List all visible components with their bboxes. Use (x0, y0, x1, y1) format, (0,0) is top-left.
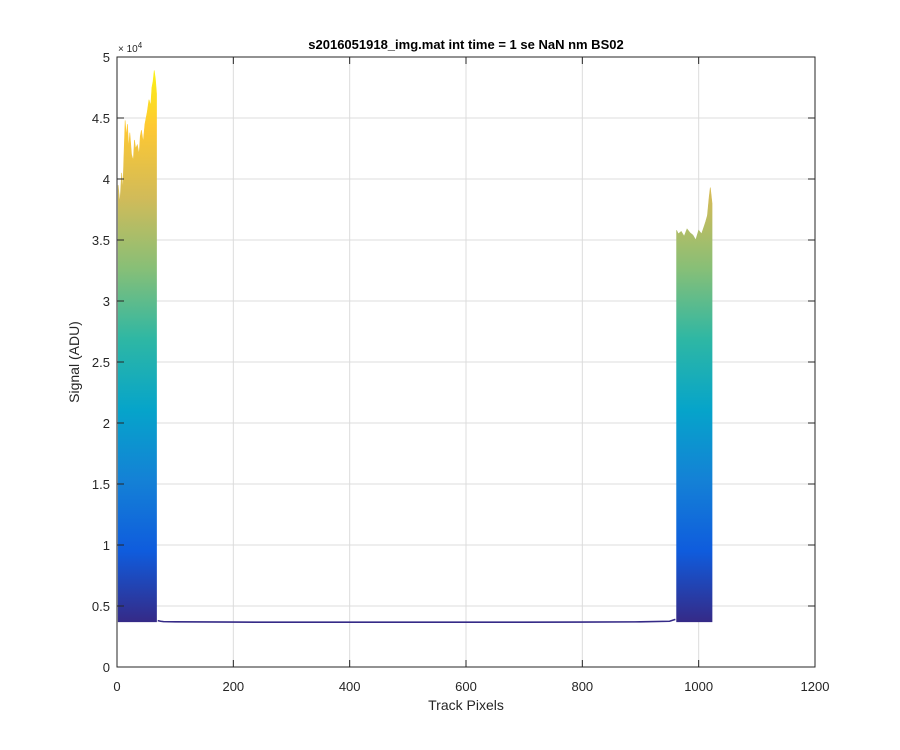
y-tick-label: 1.5 (92, 477, 110, 492)
y-axis: 0 0.5 1 1.5 2 2.5 3 3.5 4 4.5 5 (92, 50, 815, 675)
y-tick-label: 4.5 (92, 111, 110, 126)
y-tick-label: 3 (103, 294, 110, 309)
y-axis-label: Signal (ADU) (66, 321, 82, 403)
signal-band-0 (117, 70, 157, 623)
y-tick-label: 0 (103, 660, 110, 675)
y-tick-label: 0.5 (92, 599, 110, 614)
x-tick-label: 1000 (684, 679, 713, 694)
y-tick-label: 3.5 (92, 233, 110, 248)
x-axis: 0 200 400 600 800 1000 1200 (113, 57, 829, 694)
y-tick-label: 5 (103, 50, 110, 65)
y-tick-label: 4 (103, 172, 110, 187)
y-exponent-label: × 104 (118, 41, 143, 55)
x-tick-label: 0 (113, 679, 120, 694)
x-tick-label: 200 (222, 679, 244, 694)
plot-area (117, 70, 713, 624)
signal-line-1 (157, 618, 676, 624)
x-axis-label: Track Pixels (428, 697, 504, 713)
y-tick-label: 2.5 (92, 355, 110, 370)
y-tick-label: 1 (103, 538, 110, 553)
x-tick-label: 400 (339, 679, 361, 694)
x-tick-label: 1200 (801, 679, 830, 694)
chart-title: s2016051918_img.mat int time = 1 se NaN … (308, 37, 623, 52)
x-tick-label: 600 (455, 679, 477, 694)
y-tick-label: 2 (103, 416, 110, 431)
signal-band-2 (676, 187, 713, 623)
x-tick-label: 800 (571, 679, 593, 694)
